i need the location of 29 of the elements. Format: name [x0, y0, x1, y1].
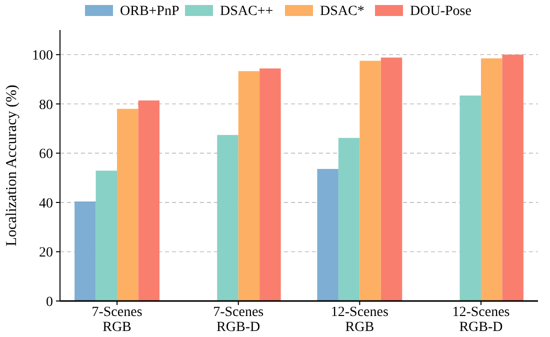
- legend-label: DSAC*: [320, 4, 364, 19]
- y-axis-title: Localization Accuracy (%): [4, 84, 20, 246]
- y-tick-label: 20: [39, 246, 53, 261]
- y-tick-label: 80: [39, 98, 53, 113]
- bar: [360, 60, 381, 301]
- legend-label: DSAC++: [220, 4, 274, 19]
- y-tick-label: 60: [39, 147, 53, 162]
- x-tick-label: 7-Scenes RGB-D: [213, 305, 264, 335]
- bar: [117, 108, 138, 301]
- bar: [480, 58, 502, 301]
- bar: [460, 96, 481, 301]
- y-tick-label: 0: [46, 294, 53, 310]
- y-tick-label: 100: [32, 48, 53, 64]
- y-tick-label: 40: [39, 196, 53, 212]
- bar: [217, 134, 238, 301]
- legend-label: ORB+PnP: [120, 4, 180, 19]
- x-tick-label: 7-Scenes RGB: [92, 305, 142, 335]
- legend-label: DOU-Pose: [410, 4, 472, 19]
- bar: [338, 138, 360, 301]
- bar: [96, 170, 118, 301]
- bar: [502, 54, 524, 301]
- bar: [238, 71, 260, 301]
- bar: [138, 100, 160, 301]
- x-tick-label: 12-Scenes RGB-D: [452, 305, 510, 335]
- x-tick-label: 12-Scenes RGB: [330, 305, 388, 335]
- bar: [260, 68, 281, 301]
- bar: [317, 168, 338, 301]
- bar: [74, 201, 96, 301]
- bar: [380, 58, 402, 301]
